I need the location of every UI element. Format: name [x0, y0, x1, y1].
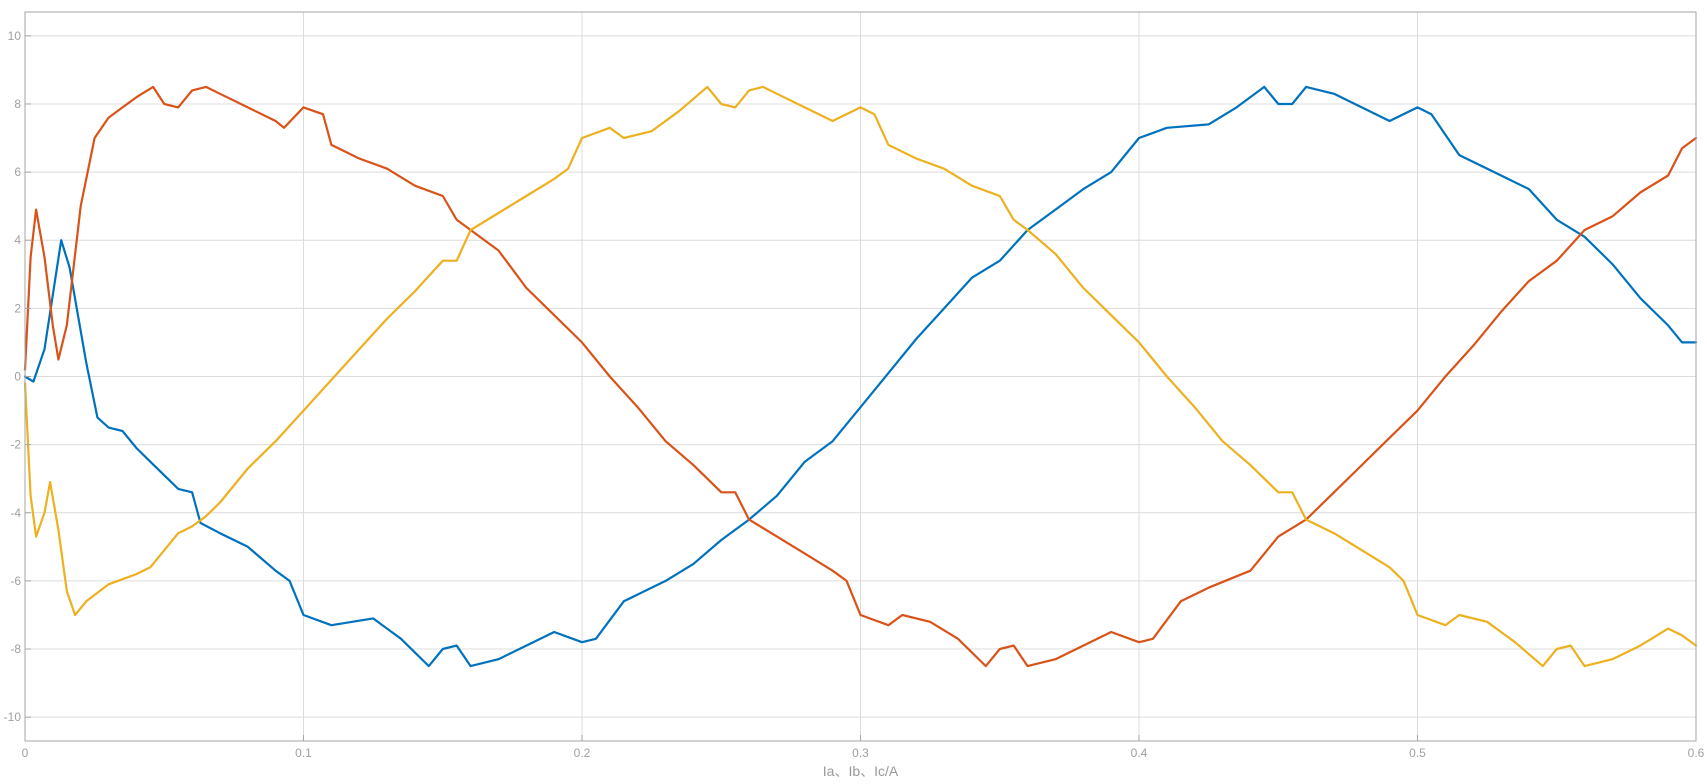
- x-tick-label: 0: [22, 746, 29, 760]
- series-layer: [23, 85, 1698, 668]
- grid-layer: [25, 12, 1696, 741]
- y-axis-ticks: -10 -8 -6 -4 -2 0 2 4 6 8 10: [4, 29, 31, 724]
- x-axis-label: Ia、Ib、Ic/A: [823, 763, 899, 779]
- x-axis-ticks: 0 0.1 0.2 0.3 0.4 0.5 0.6: [22, 735, 1705, 760]
- x-tick-label: 0.2: [574, 746, 591, 760]
- y-tick-label: 0: [14, 370, 21, 384]
- x-tick-label: 0.5: [1409, 746, 1426, 760]
- y-tick-label: -4: [10, 506, 21, 520]
- y-tick-label: -8: [10, 642, 21, 656]
- x-tick-label: 0.3: [852, 746, 869, 760]
- y-tick-label: 4: [14, 233, 21, 247]
- x-tick-label: 0.4: [1131, 746, 1148, 760]
- y-tick-label: -2: [10, 438, 21, 452]
- x-tick-label: 0.6: [1688, 746, 1705, 760]
- series-line-3: [23, 85, 1698, 668]
- y-tick-label: 2: [14, 301, 21, 315]
- y-tick-label: 6: [14, 165, 21, 179]
- y-tick-label: 8: [14, 97, 21, 111]
- y-tick-label: -10: [4, 710, 22, 724]
- y-tick-label: -6: [10, 574, 21, 588]
- x-tick-label: 0.1: [295, 746, 312, 760]
- series-line-2: [23, 85, 1698, 668]
- y-tick-label: 10: [8, 29, 22, 43]
